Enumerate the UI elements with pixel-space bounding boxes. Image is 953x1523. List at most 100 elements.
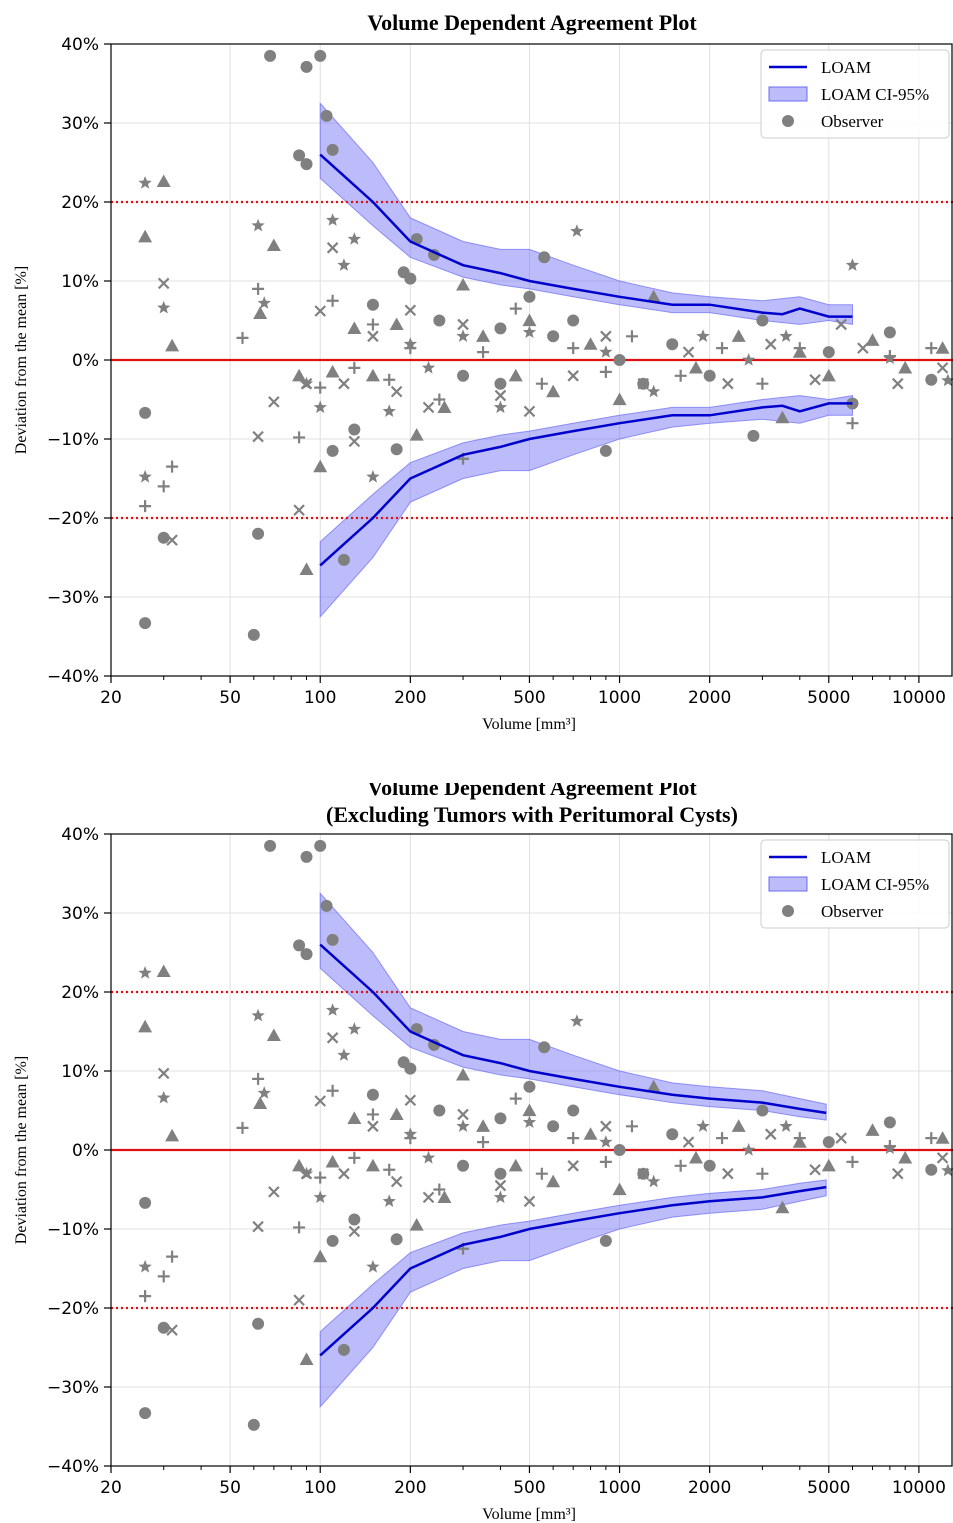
legend-label-2: Observer xyxy=(821,902,884,921)
observer-point-plus-2 xyxy=(166,1250,179,1263)
observer-point-x-12 xyxy=(404,304,417,317)
observer-point-x-18 xyxy=(600,1120,612,1133)
observer-point-circle-14 xyxy=(348,1213,361,1226)
observer-point-plus-4 xyxy=(252,282,265,295)
observer-point-star-20 xyxy=(696,329,710,342)
observer-point-triangle-19 xyxy=(583,337,598,350)
observer-point-star-21 xyxy=(742,1143,756,1156)
observer-point-x-7 xyxy=(326,242,339,254)
observer-point-star-13 xyxy=(421,1150,436,1164)
observer-point-plus-10 xyxy=(383,1163,396,1176)
observer-point-star-7 xyxy=(326,1003,340,1016)
observer-point-star-14 xyxy=(456,329,470,342)
observer-point-circle-20 xyxy=(397,266,410,279)
observer-point-circle-38 xyxy=(457,369,470,382)
chart-title-line-1: (Excluding Tumors with Peritumoral Cysts… xyxy=(326,802,738,827)
observer-point-x-0 xyxy=(157,277,170,290)
observer-point-circle-21 xyxy=(366,298,379,311)
observer-point-x-2 xyxy=(252,1220,264,1233)
observer-point-plus-6 xyxy=(314,1171,327,1184)
y-tick-label-2: −20% xyxy=(47,509,99,529)
observer-point-plus-7 xyxy=(326,1084,339,1097)
x-tick-label-4: 500 xyxy=(513,688,545,708)
chart-title-line-0: Volume Dependent Agreement Plot xyxy=(367,10,697,35)
x-tick-label-4: 500 xyxy=(513,1478,545,1498)
observer-point-star-18 xyxy=(599,345,613,358)
observer-point-circle-28 xyxy=(666,338,679,351)
observer-point-triangle-21 xyxy=(646,289,661,303)
observer-point-circle-2 xyxy=(157,531,170,544)
observer-point-triangle-12 xyxy=(409,428,424,441)
observer-point-triangle-5 xyxy=(292,368,307,382)
observer-point-star-10 xyxy=(366,469,380,483)
observer-point-triangle-24 xyxy=(775,1200,790,1214)
observer-point-plus-5 xyxy=(293,431,306,444)
observer-point-plus-20 xyxy=(674,369,687,382)
observer-point-triangle-1 xyxy=(138,1019,153,1033)
observer-point-circle-36 xyxy=(567,314,580,327)
observer-point-plus-23 xyxy=(793,342,806,355)
observer-point-x-12 xyxy=(404,1094,417,1107)
observer-point-circle-9 xyxy=(326,933,339,946)
observer-point-star-5 xyxy=(299,376,314,390)
observer-point-circle-3 xyxy=(252,1317,265,1330)
observer-point-circle-36 xyxy=(457,1159,470,1172)
x-tick-label-0: 20 xyxy=(100,1478,122,1498)
observer-point-plus-4 xyxy=(252,1072,265,1085)
observer-point-plus-3 xyxy=(236,331,249,344)
observer-point-circle-5 xyxy=(264,839,277,852)
x-tick-label-3: 200 xyxy=(394,1478,426,1498)
observer-point-plus-26 xyxy=(925,342,938,355)
observer-points xyxy=(138,49,953,641)
observer-point-x-7 xyxy=(326,1032,339,1044)
observer-point-x-20 xyxy=(682,1136,695,1148)
observer-point-plus-12 xyxy=(433,393,446,406)
x-tick-label-2: 100 xyxy=(304,688,336,708)
observer-point-triangle-20 xyxy=(612,1182,627,1196)
observer-point-x-22 xyxy=(764,1128,777,1140)
y-axis-label: Deviation from the mean [%] xyxy=(13,1056,30,1244)
observer-point-triangle-19 xyxy=(583,1127,598,1140)
loam-line-upper xyxy=(319,943,827,1115)
observer-point-x-13 xyxy=(422,401,435,414)
observer-point-star-21 xyxy=(742,353,756,366)
observer-point-circle-6 xyxy=(300,850,313,863)
x-tick-label-6: 2000 xyxy=(688,1478,731,1498)
observer-point-star-15 xyxy=(493,1190,508,1204)
observer-point-triangle-7 xyxy=(313,1249,328,1263)
observer-point-star-0 xyxy=(138,176,152,189)
observer-point-x-1 xyxy=(166,534,178,546)
observer-point-triangle-27 xyxy=(865,1123,880,1136)
observer-point-triangle-0 xyxy=(156,964,171,978)
observer-point-x-10 xyxy=(367,1120,379,1133)
observer-point-star-0 xyxy=(138,966,152,979)
y-tick-label-0: −40% xyxy=(47,667,99,687)
observer-point-x-9 xyxy=(348,1225,361,1238)
observer-point-circle-13 xyxy=(337,553,350,566)
observer-point-x-3 xyxy=(268,396,280,408)
observer-point-triangle-7 xyxy=(313,459,328,473)
observer-point-triangle-9 xyxy=(347,321,362,334)
observer-point-triangle-8 xyxy=(325,364,340,378)
y-tick-label-2: −20% xyxy=(47,1299,99,1319)
observer-point-triangle-16 xyxy=(508,1158,523,1172)
observer-point-triangle-23 xyxy=(731,329,746,342)
observer-point-circle-31 xyxy=(883,1116,896,1129)
observer-point-star-8 xyxy=(337,1048,351,1061)
x-tick-label-3: 200 xyxy=(394,688,426,708)
observer-point-star-4 xyxy=(257,1086,271,1099)
y-tick-label-8: 40% xyxy=(61,825,99,845)
observer-point-star-17 xyxy=(570,224,584,237)
observer-point-star-19 xyxy=(647,1174,661,1188)
observer-point-circle-30 xyxy=(822,1136,835,1149)
observer-point-circle-15 xyxy=(390,1233,403,1246)
observer-point-circle-23 xyxy=(494,322,507,335)
observer-point-star-1 xyxy=(138,1259,152,1273)
observer-point-star-18 xyxy=(599,1135,613,1148)
observer-point-circle-12 xyxy=(326,444,339,457)
observer-point-triangle-14 xyxy=(456,1067,471,1081)
loam-line-lower xyxy=(319,1185,827,1357)
observer-point-star-3 xyxy=(251,218,265,232)
observer-point-circle-29 xyxy=(703,369,716,382)
observer-point-star-12 xyxy=(403,337,417,350)
